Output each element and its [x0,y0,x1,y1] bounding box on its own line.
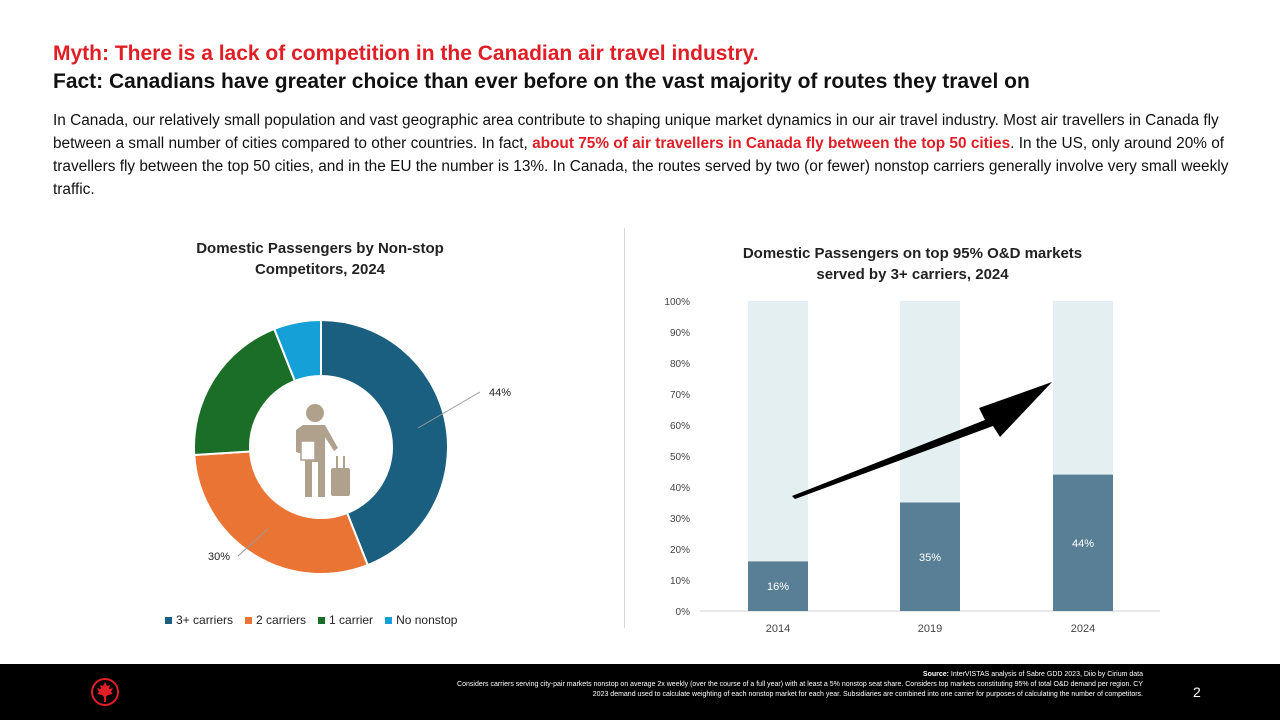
footnote: Source: InterVISTAS analysis of Sabre GD… [443,670,1143,700]
intro-paragraph: In Canada, our relatively small populati… [53,109,1233,201]
y-tick-label: 90% [670,328,690,339]
divider [624,228,625,628]
air-canada-logo [91,678,119,706]
source-line: Source: InterVISTAS analysis of Sabre GD… [443,670,1143,680]
y-tick-label: 100% [664,297,690,308]
bar-2014 [748,561,808,611]
legend-item: 1 carrier [318,613,373,627]
fact-heading: Fact: Canadians have greater choice than… [53,70,1030,93]
y-tick-label: 60% [670,421,690,432]
legend-item: No nonstop [385,613,457,627]
suitcase [331,468,350,496]
bar-data-label: 44% [1072,538,1094,550]
label-leader [237,528,269,557]
donut-data-label: 30% [208,551,230,563]
label-leader [417,391,481,429]
y-tick-label: 70% [670,390,690,401]
legend-item: 2 carriers [245,613,306,627]
bar-remainder [900,301,960,503]
y-tick-label: 10% [670,576,690,587]
bar-data-label: 35% [919,552,941,564]
source-text: InterVISTAS analysis of Sabre GDD 2023, … [948,671,1143,678]
charts-canvas: 44% 30% 0% 10% 20% 30% 40% 50% 60% 70% 80% 90% 100% 1… [193,297,1160,635]
myth-heading: Myth: There is a lack of competition in … [53,42,759,65]
donut-legend: 3+ carriers 2 carriers 1 carrier No nonstop [165,613,457,627]
bar-data-label: 16% [767,581,789,593]
donut-slice [193,450,370,575]
intro-text: In Canada, our relatively small populati… [53,112,1219,152]
legend-item: 3+ carriers [165,613,233,627]
upward-trend-arrow [792,382,1052,499]
legend-label: No nonstop [396,613,458,627]
donut-slice [272,318,322,383]
y-tick-label: 50% [670,452,690,463]
document [300,440,316,461]
bar-2019 [900,502,960,611]
traveller-with-luggage-icon [296,404,350,497]
head [306,404,324,422]
handle [343,456,345,468]
y-tick-label: 40% [670,483,690,494]
legend-label: 2 carriers [256,613,307,627]
y-tick-label: 30% [670,514,690,525]
bar-chart-title: Domestic Passengers on top 95% O&D marke… [742,245,1083,283]
donut-chart-title: Domestic Passengers by Non-stop Competit… [196,240,444,278]
x-tick-label: 2019 [918,623,942,635]
donut-data-label: 44% [489,387,511,399]
page-number: 2 [1193,684,1201,700]
intro-text-end: . In the US, only around 20% of travelle… [53,135,1229,198]
footer: Source: InterVISTAS analysis of Sabre GD… [0,664,1280,720]
y-tick-label: 0% [676,607,691,618]
legend-label: 1 carrier [329,613,374,627]
legend-swatch [318,617,326,624]
intro-highlight: about 75% of air travellers in Canada fl… [532,135,1011,152]
bar-2024 [1053,474,1113,611]
x-tick-label: 2024 [1071,623,1095,635]
legend-swatch [245,617,253,624]
x-tick-label: 2014 [766,623,790,635]
donut-slice [193,327,297,457]
legend-swatch [385,617,393,624]
legend-swatch [165,617,172,624]
y-tick-label: 80% [670,359,690,370]
bar-remainder [1053,301,1113,475]
methodology-note: Considers carriers serving city-pair mar… [457,681,1143,698]
donut-slice [320,318,449,567]
legend-label: 3+ carriers [176,613,234,627]
y-tick-label: 20% [670,545,690,556]
source-label: Source: [922,671,949,678]
handle [336,456,338,468]
bar-remainder [748,301,808,562]
